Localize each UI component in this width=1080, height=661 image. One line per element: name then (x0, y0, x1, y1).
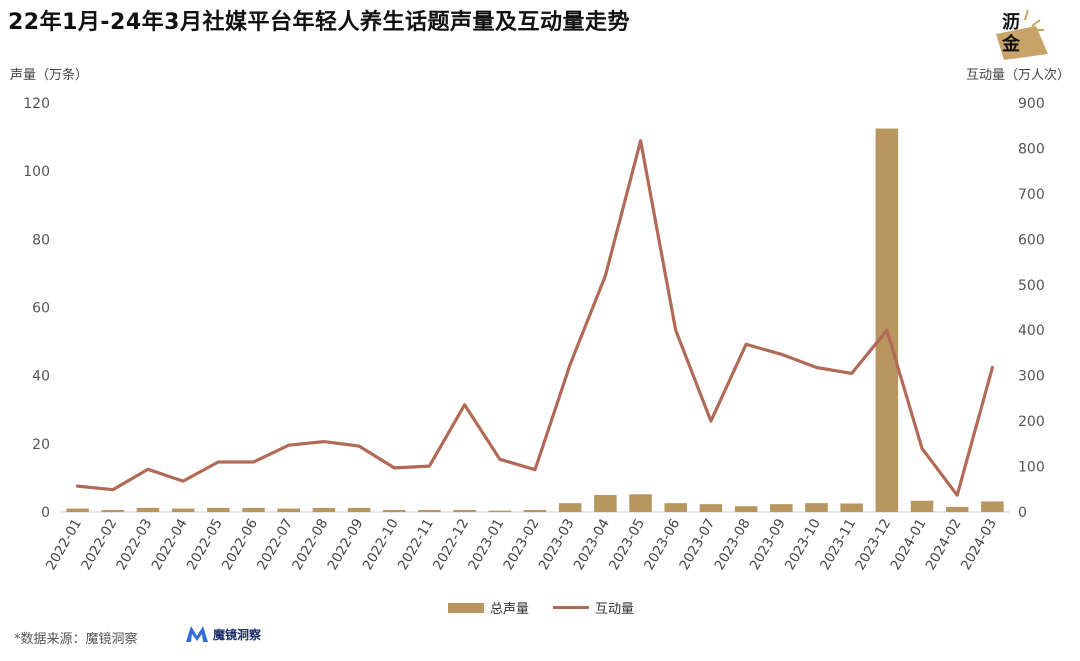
legend-item-line: 互动量 (553, 598, 634, 617)
logo-graphic (996, 9, 1048, 60)
legend-swatch-bar (448, 602, 484, 613)
bar (488, 510, 512, 512)
bar (734, 506, 758, 512)
bar (558, 503, 582, 512)
bar (699, 504, 723, 512)
right-tick-label: 100 (1018, 460, 1045, 476)
logo-text-2: 金 (1002, 34, 1020, 55)
source-note: *数据来源：魔镜洞察 (14, 632, 138, 647)
bar (840, 503, 863, 512)
bar (171, 508, 195, 512)
bar (981, 501, 1004, 512)
bar (383, 509, 406, 512)
legend-label-line: 互动量 (595, 602, 635, 617)
legend-item-bar: 总声量 (448, 598, 529, 617)
left-tick-label: 60 (32, 301, 50, 317)
bar (594, 494, 617, 512)
right-tick-label: 400 (1018, 323, 1045, 339)
brand-m-icon (186, 626, 208, 642)
left-axis: 0 20 40 60 80 100 120 (23, 96, 50, 521)
bar (664, 503, 687, 512)
right-tick-label: 500 (1018, 278, 1045, 294)
x-axis: 2022-012022-022022-032022-042022-052022-… (43, 516, 1000, 573)
right-tick-label: 900 (1018, 96, 1045, 112)
legend-label-bar: 总声量 (490, 602, 530, 617)
brand-name: 魔镜洞察 (213, 627, 262, 642)
bar (910, 500, 934, 512)
left-tick-label: 100 (23, 164, 50, 180)
bar (523, 509, 547, 512)
legend-swatch-line (553, 606, 590, 609)
bar (347, 507, 371, 512)
legend: 总声量 互动量 (448, 598, 658, 617)
bar (945, 506, 969, 512)
bar (242, 507, 265, 512)
bar (418, 509, 441, 512)
right-tick-label: 200 (1018, 414, 1045, 430)
left-axis-unit: 声量（万条） (10, 68, 89, 83)
right-axis-unit: 互动量（万人次） (965, 68, 1070, 83)
right-axis: 0 100 200 300 400 500 600 700 800 900 (1018, 96, 1045, 521)
bar (277, 508, 300, 512)
bar-series (66, 128, 1004, 512)
bar (101, 509, 125, 512)
brand-logo: 沥 金 (990, 4, 1050, 62)
left-tick-label: 0 (41, 505, 50, 521)
line-series (75, 139, 995, 497)
bar (629, 494, 652, 512)
right-tick-label: 800 (1018, 141, 1045, 157)
bar (312, 507, 336, 512)
left-tick-label: 80 (32, 232, 50, 248)
left-tick-label: 40 (32, 369, 50, 385)
bar (805, 503, 828, 512)
bar (207, 507, 230, 512)
chart-title: 22年1月-24年3月社媒平台年轻人养生话题声量及互动量走势 (8, 10, 630, 35)
chart-area: 0 20 40 60 80 100 120 0 100 200 300 400 500 600 700 80… (23, 96, 1045, 573)
right-tick-label: 700 (1018, 187, 1045, 203)
left-tick-label: 120 (23, 96, 50, 112)
bar (453, 509, 476, 512)
source-brand: 魔镜洞察 (184, 624, 261, 644)
logo-text-1: 沥 (1002, 12, 1020, 33)
bar (136, 507, 160, 512)
bar (770, 504, 793, 512)
right-tick-label: 0 (1018, 505, 1027, 521)
left-tick-label: 20 (32, 437, 50, 453)
right-tick-label: 600 (1018, 232, 1045, 248)
right-tick-label: 300 (1018, 369, 1045, 385)
interaction-line (75, 139, 995, 497)
bar (66, 508, 89, 512)
bar (875, 128, 899, 512)
